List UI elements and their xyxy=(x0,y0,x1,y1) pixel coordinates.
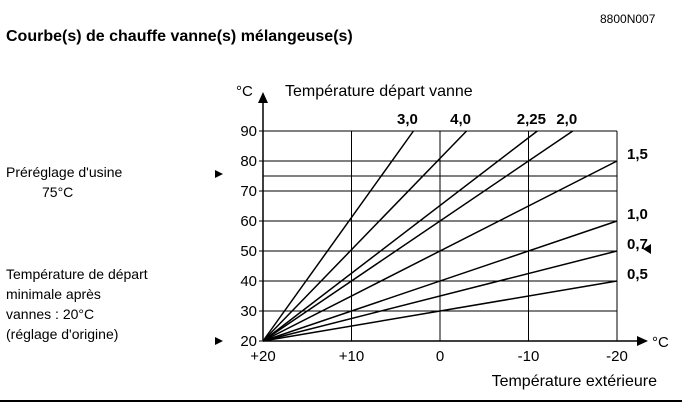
curve-3,0 xyxy=(262,130,415,342)
factory-preset-pointer xyxy=(215,170,223,178)
x-axis-title: Température extérieure xyxy=(492,373,658,390)
y-tick-label: 50 xyxy=(240,243,257,260)
x-unit-label: °C xyxy=(652,334,669,351)
curve-label: 4,0 xyxy=(450,111,471,128)
chart-axes: 20 30 40 50 60 70 80 90 +20 +10 0 -10 -20 °C Températu… xyxy=(236,83,669,390)
min-departure-pointer xyxy=(215,337,223,345)
curve-label: 3,0 xyxy=(397,111,418,128)
y-axis-title: Température départ vanne xyxy=(285,83,473,100)
bottom-rule xyxy=(0,400,682,402)
y-tick-label: 60 xyxy=(240,213,257,230)
min-departure-line-3: vannes : 20°C xyxy=(6,306,95,322)
x-tick-label: 0 xyxy=(436,348,444,365)
curve-label: 0,7 xyxy=(627,236,648,253)
min-departure-line-1: Température de départ xyxy=(6,266,148,282)
y-tick-label: 80 xyxy=(240,153,257,170)
curve-1,0 xyxy=(262,220,618,342)
x-axis-arrow xyxy=(637,336,648,346)
curve-0-7-pointer xyxy=(643,244,651,254)
x-tick-label: -20 xyxy=(606,348,628,365)
chart-grid xyxy=(263,130,618,341)
curve-4,0 xyxy=(262,130,468,342)
chart-labels: 4,0 3,0 2,25 2,0 1,5 1,0 0,7 0,5 xyxy=(397,111,651,283)
curve-0,7 xyxy=(262,250,618,342)
curve-0,5 xyxy=(262,280,618,342)
y-axis-arrow xyxy=(258,92,268,103)
chart-curves xyxy=(262,130,618,342)
curve-label: 2,25 xyxy=(517,111,546,128)
x-tick-label: -10 xyxy=(518,348,540,365)
curve-label: 2,0 xyxy=(556,111,577,128)
factory-preset-line-2: 75°C xyxy=(42,184,74,200)
curve-2,0 xyxy=(262,130,574,342)
x-tick-label: +10 xyxy=(339,348,364,365)
x-tick-label: +20 xyxy=(250,348,275,365)
min-departure-note: Température de départ minimale après van… xyxy=(6,264,148,344)
y-tick-label: 90 xyxy=(240,123,257,140)
document-code: 8800N007 xyxy=(600,12,656,26)
y-tick-label: 70 xyxy=(240,183,257,200)
y-tick-label: 40 xyxy=(240,273,257,290)
y-unit-label: °C xyxy=(236,83,253,100)
y-tick-label: 30 xyxy=(240,303,257,320)
factory-preset-note: Préréglage d'usine 75°C xyxy=(6,162,122,202)
min-departure-line-2: minimale après xyxy=(6,286,101,302)
chart-title: Courbe(s) de chauffe vanne(s) mélangeuse… xyxy=(6,28,353,45)
factory-preset-line-1: Préréglage d'usine xyxy=(6,164,123,180)
min-departure-line-4: (réglage d'origine) xyxy=(6,326,119,342)
curve-label: 1,0 xyxy=(627,206,648,223)
y-tick-label: 20 xyxy=(240,333,257,350)
curve-1,5 xyxy=(262,160,618,342)
curve-label: 0,5 xyxy=(627,266,648,283)
curve-2,25 xyxy=(262,130,538,342)
curve-label: 1,5 xyxy=(627,146,648,163)
